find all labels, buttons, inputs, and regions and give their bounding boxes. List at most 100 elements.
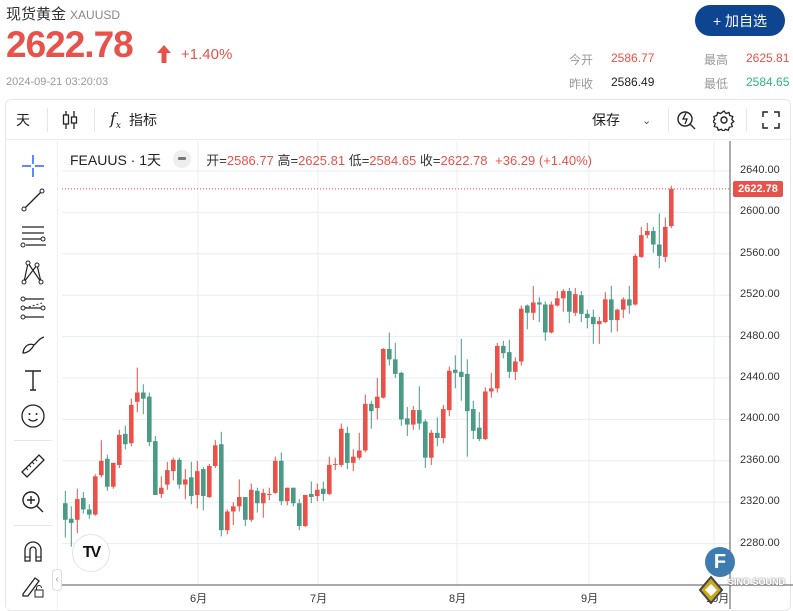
y-tick-label: 2480.00 (740, 329, 780, 342)
f-logo: F (705, 547, 735, 577)
last-price-label: 2622.78 (733, 180, 783, 197)
candle-body (231, 506, 236, 512)
indicators-button[interactable]: fx 指标 (110, 100, 157, 140)
crosshair-icon[interactable] (20, 153, 46, 179)
candle-body (453, 369, 458, 373)
text-icon[interactable] (20, 367, 46, 393)
candle-body (111, 462, 116, 487)
quick-search-icon (677, 111, 696, 130)
candle-body (639, 235, 644, 257)
collapse-toolbar-button[interactable]: ‹ (52, 569, 62, 591)
candle-body (117, 434, 122, 465)
candle-body (411, 410, 416, 425)
candle-body (465, 373, 470, 412)
candle-body (357, 450, 362, 458)
candle-body (615, 309, 620, 321)
candle-body (81, 498, 86, 510)
settings-button[interactable] (713, 100, 735, 140)
candle-body (447, 370, 452, 411)
candle-body (297, 503, 302, 527)
candle-body (279, 460, 284, 502)
fullscreen-icon (762, 111, 780, 129)
lock-pencil-icon[interactable] (20, 573, 46, 599)
candle-body (63, 503, 68, 520)
candle-body (303, 494, 308, 527)
candle-body (195, 471, 200, 495)
candle-body (369, 403, 374, 412)
candle-body (327, 464, 332, 494)
candle-body (633, 255, 638, 305)
candle-body (459, 371, 464, 377)
stat-prevclose-value: 2586.49 (611, 75, 655, 89)
function-icon: fx (110, 108, 121, 132)
candle-body (255, 490, 260, 504)
candle-body (585, 313, 590, 318)
candle-body (531, 302, 536, 313)
tradingview-logo[interactable]: TV (72, 534, 110, 572)
price-change: +1.40% (181, 46, 233, 63)
interval-button[interactable]: 天 (16, 112, 30, 128)
candle-body (441, 409, 446, 439)
stat-open-label: 今开 (569, 53, 594, 67)
pattern-icon[interactable] (20, 259, 46, 285)
candle-body (657, 244, 662, 256)
legend-low: 2584.65 (369, 153, 417, 168)
candle-body (237, 497, 242, 507)
arrow-up-icon (157, 45, 171, 63)
candle-body (291, 487, 296, 504)
y-tick-label: 2400.00 (740, 412, 780, 425)
candle-body (93, 476, 98, 515)
quick-search-button[interactable] (676, 100, 696, 140)
candle-body (495, 345, 500, 389)
drawing-toolbar (6, 141, 58, 609)
chevron-down-icon[interactable]: ⌄ (642, 114, 652, 127)
fib-lines-icon[interactable] (20, 223, 46, 249)
y-tick-label: 2280.00 (740, 536, 780, 549)
candle-body (423, 421, 428, 458)
brush-icon[interactable] (20, 331, 46, 357)
chart-type-button[interactable] (62, 100, 78, 140)
save-button[interactable]: 保存 ⌄ (592, 100, 651, 140)
legend-hide-button[interactable] (172, 150, 191, 168)
instrument-title: 现货黄金 XAUUSD (6, 3, 120, 24)
candle-body (351, 456, 356, 463)
candle-body (315, 489, 320, 496)
stat-high-value: 2625.81 (746, 51, 790, 65)
candle-body (135, 392, 140, 402)
add-watchlist-button[interactable]: + 加自选 (695, 5, 785, 36)
save-label: 保存 (592, 112, 620, 128)
candle-body (165, 470, 170, 485)
stat-high-label: 最高 (704, 53, 729, 67)
emoji-icon[interactable] (20, 403, 46, 429)
candle-body (321, 488, 326, 494)
candle-body (183, 479, 188, 485)
candle-body (273, 460, 278, 493)
zoom-in-icon[interactable] (20, 489, 46, 515)
fullscreen-button[interactable] (762, 100, 780, 140)
parallel-channel-icon[interactable] (20, 295, 46, 321)
y-tick-label: 2640.00 (740, 164, 780, 176)
candle-body (105, 458, 110, 487)
candle-body (429, 432, 434, 458)
candle-body (153, 441, 158, 495)
candle-body (261, 492, 266, 504)
magnet-icon[interactable] (20, 538, 46, 564)
legend-change: +36.29 (+1.40%) (495, 153, 592, 168)
candle-body (669, 188, 674, 227)
candle-body (69, 518, 74, 523)
candle-body (417, 410, 422, 424)
candle-body (243, 497, 248, 520)
candle-body (501, 345, 506, 354)
candle-body (387, 349, 392, 360)
trend-line-icon[interactable] (20, 187, 46, 213)
candle-body (555, 298, 560, 306)
candle-body (201, 469, 206, 496)
candle-body (597, 321, 602, 325)
legend-open-key: 开= (206, 153, 227, 168)
candle-body (513, 361, 518, 372)
ruler-icon[interactable] (20, 453, 46, 479)
candle-body (399, 372, 404, 420)
legend-open: 2586.77 (226, 153, 274, 168)
gear-icon (713, 110, 735, 131)
